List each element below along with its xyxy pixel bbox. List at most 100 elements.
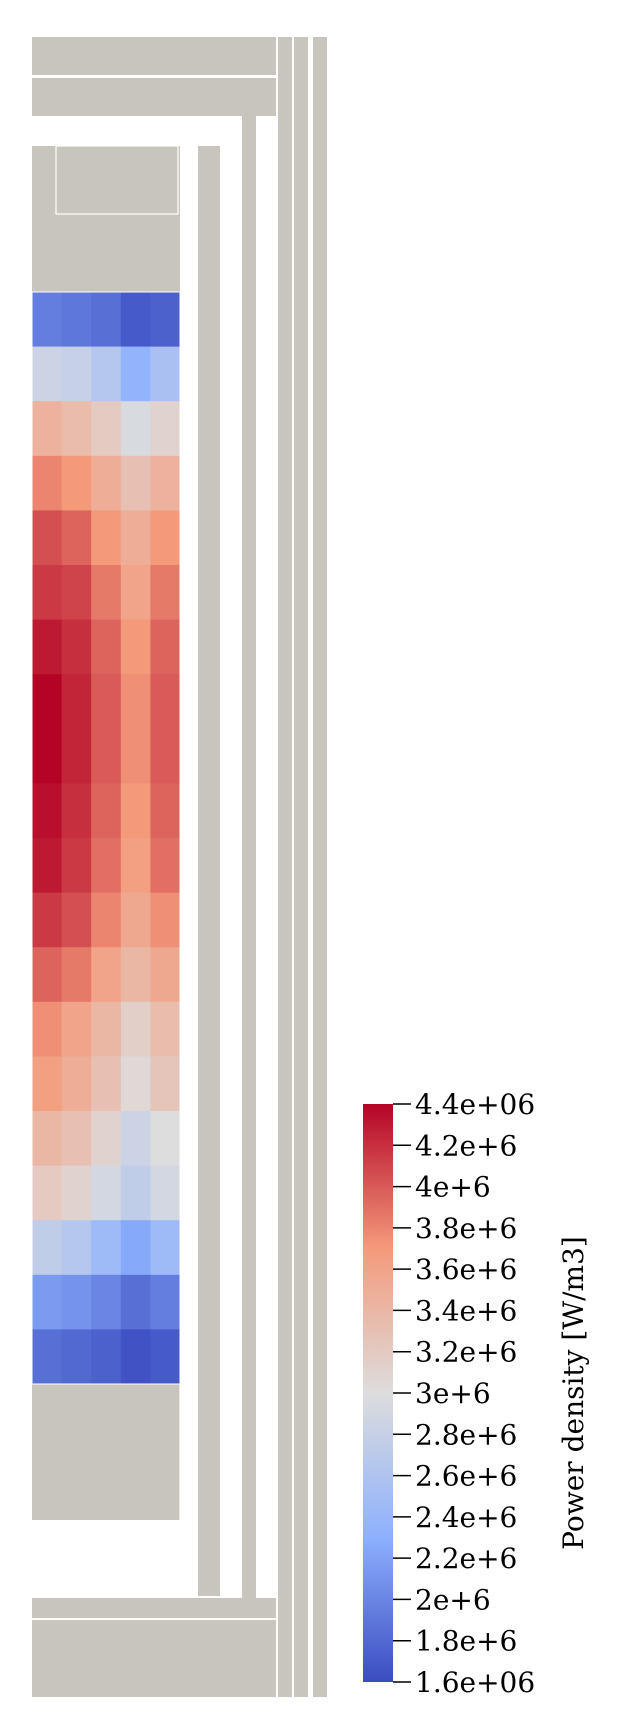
heatmap-cell xyxy=(61,838,92,894)
structure-regions xyxy=(32,37,327,1697)
power-density-heatmap xyxy=(31,291,181,1385)
heatmap-cell xyxy=(150,401,181,457)
upper-block xyxy=(32,146,180,292)
heatmap-cell xyxy=(91,892,122,948)
heatmap-cell xyxy=(61,292,92,348)
heatmap-cell xyxy=(32,947,63,1003)
right-wall-3 xyxy=(313,37,327,1697)
heatmap-cell xyxy=(150,947,181,1003)
heatmap-cell xyxy=(32,1329,63,1385)
heatmap-cell xyxy=(91,1165,122,1221)
heatmap-cell xyxy=(120,838,151,894)
heatmap-cell xyxy=(120,1220,151,1276)
heatmap-cell xyxy=(61,565,92,621)
heatmap-cell xyxy=(61,1165,92,1221)
heatmap-cell xyxy=(91,1111,122,1167)
bottom-plate-upper xyxy=(32,1598,276,1618)
heatmap-cell xyxy=(120,455,151,511)
heatmap-cell xyxy=(91,947,122,1003)
heatmap-cell xyxy=(120,1001,151,1057)
heatmap-cell xyxy=(61,401,92,457)
heatmap-cell xyxy=(150,892,181,948)
heatmap-cell xyxy=(150,1111,181,1167)
heatmap-cell xyxy=(32,892,63,948)
heatmap-cell xyxy=(61,1056,92,1112)
heatmap-cell xyxy=(120,401,151,457)
heatmap-cell xyxy=(32,1001,63,1057)
heatmap-cell xyxy=(150,565,181,621)
heatmap-cell xyxy=(120,783,151,839)
heatmap-cell xyxy=(120,1329,151,1385)
colorbar-tick-label: 2e+6 xyxy=(415,1583,491,1616)
heatmap-cell xyxy=(150,455,181,511)
heatmap-cell xyxy=(150,346,181,402)
heatmap-cell xyxy=(61,346,92,402)
colorbar-tick-label: 4.2e+6 xyxy=(415,1129,517,1162)
heatmap-cell xyxy=(120,1274,151,1330)
heatmap-cell xyxy=(91,1329,122,1385)
heatmap-cell xyxy=(32,292,63,348)
heatmap-cell xyxy=(120,674,151,730)
heatmap-cell xyxy=(120,947,151,1003)
heatmap-cell xyxy=(150,619,181,675)
colorbar-tick-label: 3.4e+6 xyxy=(415,1294,517,1327)
upper-connector xyxy=(242,78,256,1602)
colorbar-tick-label: 3.2e+6 xyxy=(415,1336,517,1369)
heatmap-cell xyxy=(61,1274,92,1330)
heatmap-cell xyxy=(91,838,122,894)
heatmap-cell xyxy=(150,674,181,730)
heatmap-cell xyxy=(32,1111,63,1167)
right-wall-2 xyxy=(294,37,308,1697)
heatmap-cell xyxy=(91,1001,122,1057)
heatmap-cell xyxy=(91,565,122,621)
colorbar-tick-label: 2.8e+6 xyxy=(415,1418,517,1451)
heatmap-cell xyxy=(32,455,63,511)
colorbar-tick-label: 2.2e+6 xyxy=(415,1542,517,1575)
heatmap-cell xyxy=(150,1056,181,1112)
top-plate-upper xyxy=(32,37,276,75)
heatmap-cell xyxy=(120,1056,151,1112)
heatmap-cell xyxy=(91,292,122,348)
colorbar-tick-label: 1.6e+06 xyxy=(415,1666,535,1699)
colorbar-tick-label: 4.4e+06 xyxy=(415,1088,535,1121)
heatmap-cell xyxy=(32,1165,63,1221)
heatmap-cell xyxy=(150,510,181,566)
heatmap-cell xyxy=(150,1165,181,1221)
heatmap-cell xyxy=(150,1329,181,1385)
heatmap-cell xyxy=(32,510,63,566)
heatmap-cell xyxy=(61,1111,92,1167)
heatmap-cell xyxy=(150,1001,181,1057)
colorbar-tick-label: 2.6e+6 xyxy=(415,1460,517,1493)
heatmap-cell xyxy=(32,1274,63,1330)
heatmap-cell xyxy=(32,783,63,839)
heatmap-cell xyxy=(91,783,122,839)
heatmap-cell xyxy=(61,1220,92,1276)
heatmap-cell xyxy=(120,619,151,675)
heatmap-cell xyxy=(32,1056,63,1112)
heatmap-cell xyxy=(91,510,122,566)
heatmap-cell xyxy=(150,783,181,839)
heatmap-cell xyxy=(61,892,92,948)
heatmap-cell xyxy=(61,783,92,839)
heatmap-cell xyxy=(61,510,92,566)
heatmap-cell xyxy=(91,346,122,402)
colorbar-title: Power density [W/m3] xyxy=(557,1236,590,1550)
region-outlines xyxy=(55,145,181,1520)
colorbar-ticks: 4.4e+06 4.2e+6 4e+6 3.8e+6 3.6e+6 3.4e+6 3.2e+… xyxy=(393,1088,535,1699)
heatmap-cell xyxy=(91,619,122,675)
heatmap-cell xyxy=(91,1056,122,1112)
heatmap-cell xyxy=(150,1220,181,1276)
right-wall-1 xyxy=(278,37,292,1697)
heatmap-cell xyxy=(120,892,151,948)
heatmap-cell xyxy=(150,292,181,348)
heatmap-cell xyxy=(120,292,151,348)
heatmap-cell xyxy=(150,838,181,894)
heatmap-cell xyxy=(32,728,63,784)
heatmap-cell xyxy=(91,1274,122,1330)
colorbar-tick-label: 3.6e+6 xyxy=(415,1253,517,1286)
heatmap-cell xyxy=(61,674,92,730)
heatmap-cell xyxy=(91,674,122,730)
heatmap-cell xyxy=(32,674,63,730)
